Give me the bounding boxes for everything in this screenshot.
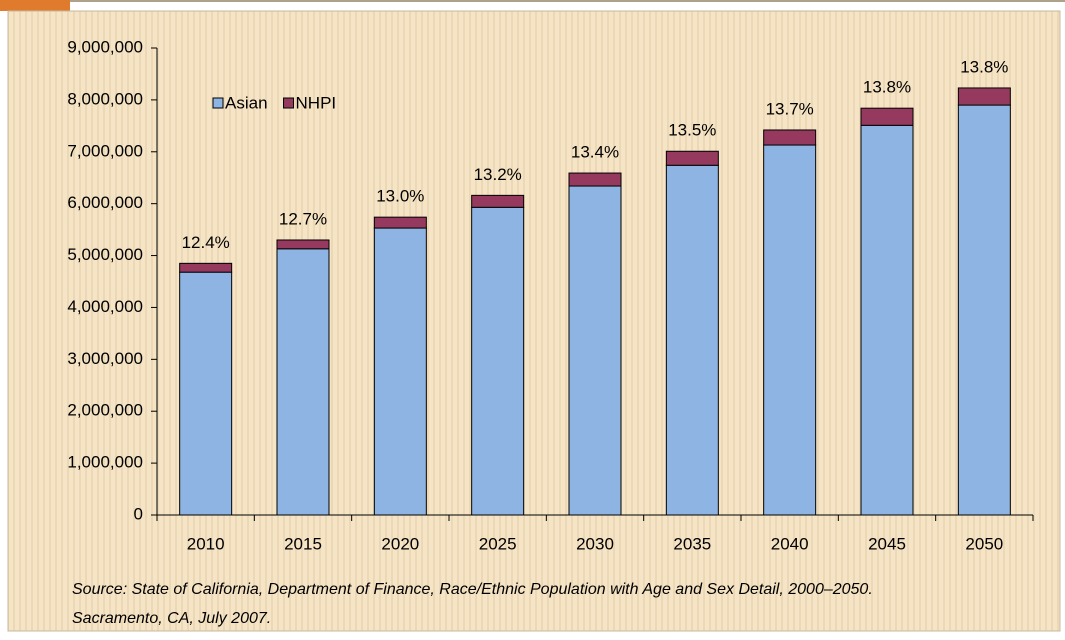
- legend-swatch: [212, 97, 224, 109]
- percent-label: 13.5%: [668, 121, 716, 140]
- y-tick-label: 4,000,000: [67, 297, 143, 316]
- bar-segment: [471, 194, 525, 208]
- y-tick-label: 5,000,000: [67, 245, 143, 264]
- bar-segment: [373, 227, 427, 516]
- bar-segment: [763, 144, 817, 516]
- x-tick-label: 2035: [673, 534, 711, 553]
- bar-segment: [665, 164, 719, 516]
- corner-tab: [0, 0, 70, 11]
- x-tick-label: 2010: [187, 534, 225, 553]
- legend-swatch: [283, 97, 295, 109]
- percent-label: 13.4%: [571, 143, 619, 162]
- y-tick-label: 0: [134, 504, 143, 523]
- x-tick-label: 2015: [284, 534, 322, 553]
- bar-segment: [665, 150, 719, 166]
- x-tick-label: 2050: [965, 534, 1003, 553]
- bar-segment: [568, 172, 622, 187]
- y-tick-label: 9,000,000: [67, 37, 143, 56]
- bar-segment: [860, 124, 914, 516]
- bar-segment: [860, 107, 914, 126]
- percent-label: 13.7%: [766, 99, 814, 118]
- bar-segment: [179, 271, 233, 516]
- bar-segment: [276, 239, 330, 250]
- bar-segment: [276, 248, 330, 516]
- y-tick-label: 1,000,000: [67, 453, 143, 472]
- legend-label: Asian: [225, 93, 268, 112]
- bar-segment: [373, 216, 427, 229]
- y-tick-label: 6,000,000: [67, 193, 143, 212]
- percent-label: 13.0%: [376, 187, 424, 206]
- percent-label: 13.8%: [960, 57, 1008, 76]
- bar-segment: [763, 129, 817, 146]
- bar-segment: [179, 262, 233, 273]
- x-tick-label: 2020: [381, 534, 419, 553]
- bar-segment: [568, 185, 622, 516]
- bar-segment: [957, 104, 1011, 516]
- source-line: Source: State of California, Department …: [72, 581, 873, 598]
- x-tick-label: 2040: [771, 534, 809, 553]
- y-tick-label: 7,000,000: [67, 141, 143, 160]
- legend-label: NHPI: [296, 93, 337, 112]
- x-tick-label: 2045: [868, 534, 906, 553]
- percent-label: 12.7%: [279, 209, 327, 228]
- y-tick-label: 2,000,000: [67, 401, 143, 420]
- percent-label: 13.2%: [474, 165, 522, 184]
- source-line: Sacramento, CA, July 2007.: [72, 610, 271, 627]
- percent-label: 12.4%: [182, 233, 230, 252]
- y-tick-label: 3,000,000: [67, 349, 143, 368]
- percent-label: 13.8%: [863, 78, 911, 97]
- y-tick-label: 8,000,000: [67, 89, 143, 108]
- x-tick-label: 2025: [479, 534, 517, 553]
- bar-segment: [471, 206, 525, 516]
- x-tick-label: 2030: [576, 534, 614, 553]
- bar-segment: [957, 87, 1011, 106]
